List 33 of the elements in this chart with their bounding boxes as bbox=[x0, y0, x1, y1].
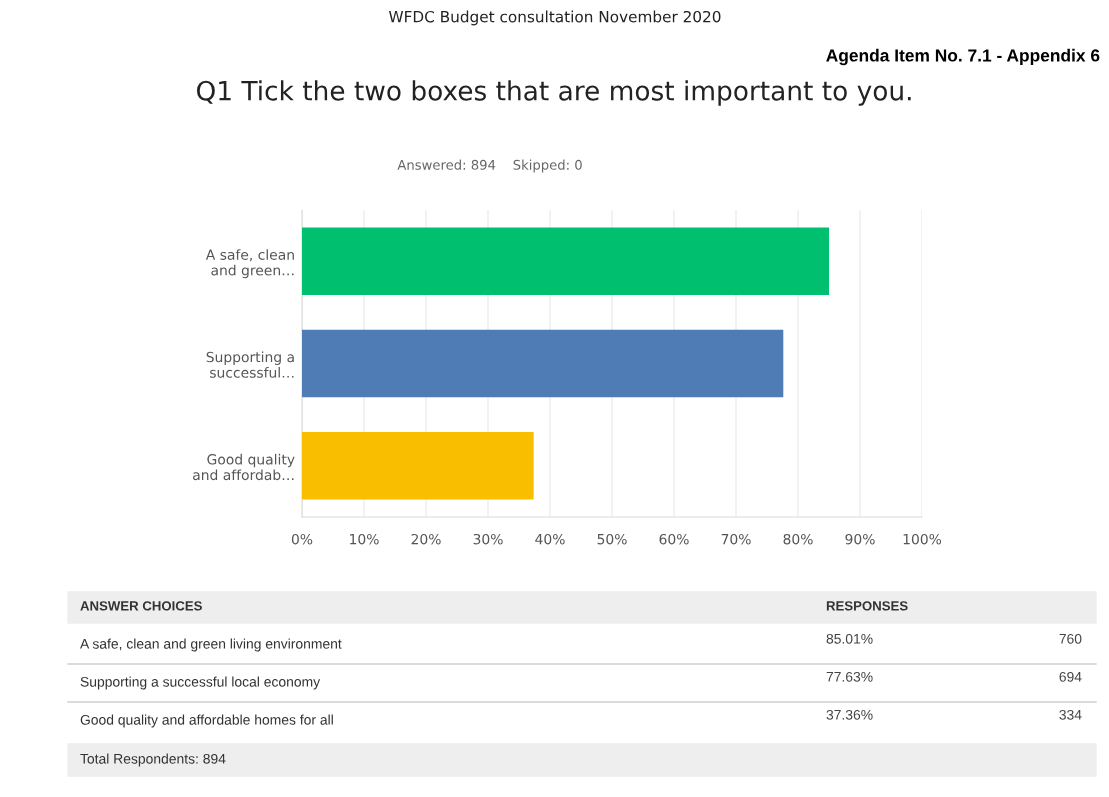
x-tick-label: 70% bbox=[721, 533, 751, 545]
text: 37.36% bbox=[826, 709, 873, 720]
x-tick-label: 10% bbox=[350, 533, 379, 545]
text: ANSWER CHOICES bbox=[80, 601, 202, 611]
chart-title: Q1 Tick the two boxes that are most important to you. bbox=[196, 80, 911, 106]
text: 694 bbox=[1059, 671, 1082, 682]
text: RESPONSES bbox=[826, 601, 908, 611]
x-tick-label: 100% bbox=[903, 533, 942, 545]
text: 85.01% bbox=[826, 633, 873, 644]
text: Total Respondents: 894 bbox=[80, 753, 226, 767]
bar bbox=[302, 329, 784, 398]
x-tick-label: 80% bbox=[783, 533, 813, 545]
text: WFDC Budget consultation November 2020 bbox=[389, 10, 721, 26]
text: Good quality and affordable homes for all bbox=[80, 714, 333, 728]
y-tick-label: A safe, clean and green… bbox=[205, 249, 294, 279]
chart-subtitle: Answered: 894 Skipped: 0 bbox=[397, 159, 582, 173]
text: 77.63% bbox=[826, 671, 873, 682]
y-tick-label: Good quality and affordab… bbox=[193, 453, 295, 481]
x-tick-label: 90% bbox=[845, 533, 875, 545]
bar bbox=[302, 227, 830, 295]
x-tick-label: 40% bbox=[535, 533, 565, 545]
x-tick-label: 30% bbox=[473, 533, 503, 545]
x-tick-label: 0% bbox=[291, 533, 313, 545]
y-tick-label: Supporting a successful… bbox=[206, 351, 294, 378]
text: Agenda Item No. 7.1 - Appendix 6 bbox=[826, 48, 1100, 66]
text: 334 bbox=[1059, 709, 1082, 720]
x-tick-label: 50% bbox=[597, 533, 627, 545]
x-tick-label: 60% bbox=[659, 533, 689, 545]
text: 760 bbox=[1059, 633, 1082, 644]
bar bbox=[302, 432, 534, 500]
x-tick-label: 20% bbox=[411, 533, 441, 545]
text: Supporting a successful local economy bbox=[80, 676, 321, 690]
text: A safe, clean and green living environment bbox=[80, 638, 342, 652]
